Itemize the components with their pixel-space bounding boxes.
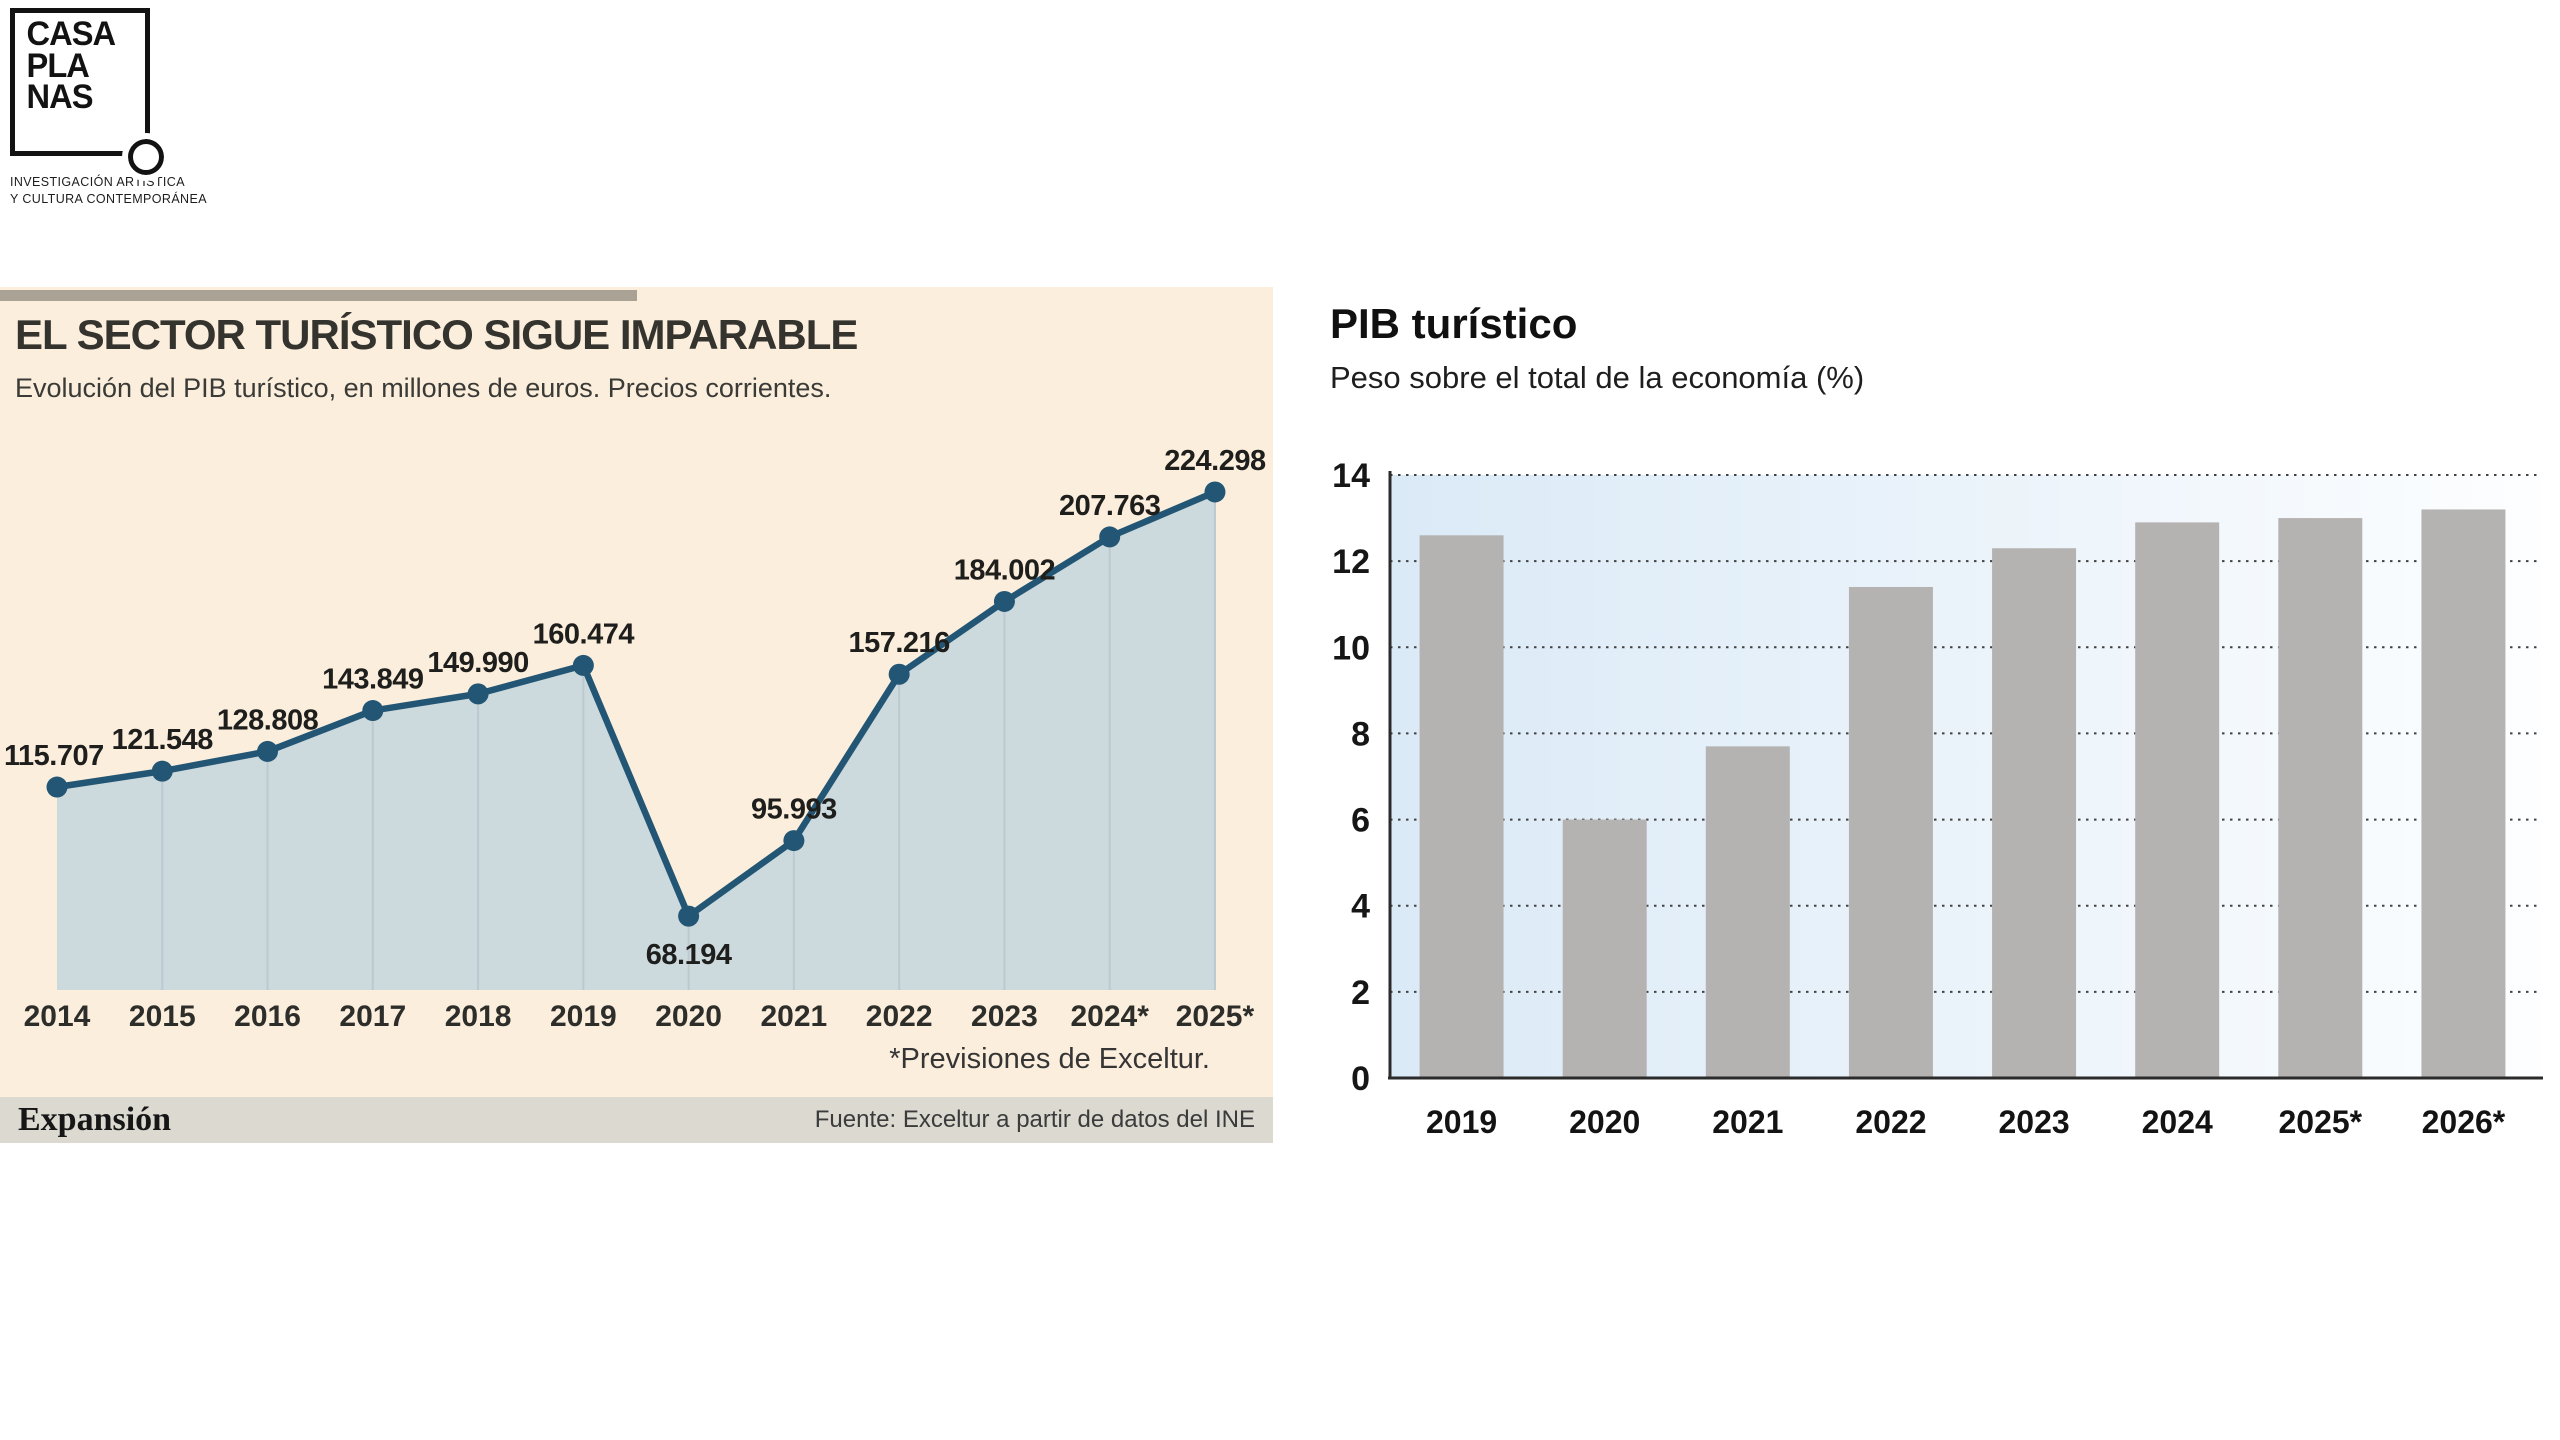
svg-text:12: 12	[1332, 543, 1370, 581]
area-chart-footnote: *Previsiones de Exceltur.	[889, 1043, 1210, 1075]
logo-line-1: CASA	[26, 15, 117, 53]
x-axis-year-labels: 2019 2020 2021 2022 2023 2024 2025* 2026*	[1426, 1104, 2506, 1140]
bar-2023	[1992, 548, 2077, 1078]
svg-text:2024: 2024	[2142, 1104, 2213, 1140]
logo-line-2: PLA	[26, 46, 90, 85]
svg-text:2019: 2019	[550, 1000, 617, 1033]
tourism-gdp-share-bar-chart-panel: PIB turístico Peso sobre el total de la …	[1330, 300, 2550, 1160]
logo-square-frame: CASA PLA NAS	[10, 8, 170, 181]
svg-text:2018: 2018	[445, 1000, 512, 1033]
data-labels: 115.707 121.548128.808143.849149.990160.4…	[4, 445, 1267, 971]
tourism-gdp-area-chart-panel: EL SECTOR TURÍSTICO SIGUE IMPARABLE Evol…	[0, 287, 1273, 1143]
svg-text:2020: 2020	[655, 1000, 722, 1033]
y-axis-tick-labels: 0 2 4 6 8 10 12 14	[1332, 457, 1370, 1098]
svg-text:68.194: 68.194	[646, 939, 732, 971]
svg-text:2: 2	[1351, 974, 1370, 1012]
area-chart-title: EL SECTOR TURÍSTICO SIGUE IMPARABLE	[15, 311, 858, 358]
svg-text:10: 10	[1332, 629, 1370, 667]
logo-wordmark: CASA PLA NAS	[15, 13, 140, 114]
svg-text:2015: 2015	[129, 1000, 196, 1033]
svg-text:224.298: 224.298	[1164, 445, 1266, 477]
svg-text:2016: 2016	[234, 1000, 301, 1033]
bar-2019	[1419, 535, 1504, 1078]
svg-text:4: 4	[1351, 888, 1370, 926]
area-chart: 115.707 121.548128.808143.849149.990160.4…	[4, 445, 1267, 1033]
svg-text:2022: 2022	[1855, 1104, 1926, 1140]
svg-text:143.849: 143.849	[322, 664, 424, 696]
svg-text:2019: 2019	[1426, 1104, 1497, 1140]
year-gridlines	[161, 491, 1216, 990]
svg-text:2014: 2014	[24, 1000, 91, 1033]
svg-text:2020: 2020	[1569, 1104, 1640, 1140]
logo-circle-icon	[122, 133, 170, 181]
logo-tagline-line-2: Y CULTURA CONTEMPORÁNEA	[10, 191, 207, 206]
bar-2026*	[2421, 509, 2506, 1078]
svg-text:8: 8	[1351, 715, 1370, 753]
svg-text:2025*: 2025*	[2278, 1104, 2362, 1140]
svg-text:2024*: 2024*	[1070, 1000, 1149, 1033]
svg-text:6: 6	[1351, 802, 1370, 840]
accent-bar	[0, 290, 637, 301]
brand-expansion: Expansión	[18, 1101, 172, 1138]
svg-text:2022: 2022	[866, 1000, 933, 1033]
bar-2020	[1562, 819, 1647, 1078]
svg-text:2021: 2021	[761, 1000, 828, 1033]
logo-tagline: INVESTIGACIÓN ARTÍSTICA Y CULTURA CONTEM…	[10, 174, 230, 208]
svg-text:121.548: 121.548	[112, 724, 214, 756]
svg-text:149.990: 149.990	[427, 647, 528, 679]
bar-2021	[1705, 746, 1790, 1078]
data-points	[46, 481, 1226, 927]
bar-2025*	[2278, 518, 2363, 1078]
logo-line-3: NAS	[26, 78, 94, 117]
svg-text:115.707: 115.707	[4, 740, 104, 772]
svg-text:207.763: 207.763	[1059, 490, 1161, 522]
area-fill	[57, 492, 1215, 990]
svg-text:2023: 2023	[1998, 1104, 2069, 1140]
bar-chart: 0 2 4 6 8 10 12 14 2019 2020 2021 2022 2023 2024 2025*…	[1332, 457, 2543, 1140]
area-chart-footer-bar: Expansión Fuente: Exceltur a partir de d…	[0, 1097, 1273, 1143]
casa-planas-logo: CASA PLA NAS INVESTIGACIÓN ARTÍSTICA Y C…	[10, 8, 230, 208]
svg-text:160.474: 160.474	[533, 618, 635, 650]
x-axis-year-labels: 2014 2015 2016 2017 2018 2019 2020 2021 2022 2023…	[24, 1000, 1255, 1033]
svg-text:95.993: 95.993	[751, 794, 837, 826]
svg-text:2017: 2017	[339, 1000, 406, 1033]
logo-tagline-line-1: INVESTIGACIÓN ARTÍSTICA	[10, 175, 185, 189]
svg-text:0: 0	[1351, 1060, 1370, 1098]
svg-text:2025*: 2025*	[1176, 1000, 1255, 1033]
area-series-line	[53, 488, 1219, 920]
area-chart-subtitle: Evolución del PIB turístico, en millones…	[15, 373, 832, 403]
bar-chart-subtitle: Peso sobre el total de la economía (%)	[1330, 360, 1865, 395]
svg-text:2023: 2023	[971, 1000, 1038, 1033]
axes	[1388, 471, 2543, 1080]
svg-text:184.002: 184.002	[954, 554, 1055, 586]
bar-chart-title: PIB turístico	[1330, 300, 1578, 347]
bar-2024	[2135, 522, 2220, 1078]
bar-2022	[1848, 586, 1933, 1078]
svg-text:2026*: 2026*	[2422, 1104, 2506, 1140]
svg-text:14: 14	[1332, 457, 1370, 495]
source-note: Fuente: Exceltur a partir de datos del I…	[814, 1106, 1255, 1133]
svg-text:128.808: 128.808	[217, 704, 319, 736]
bars	[1419, 509, 2506, 1078]
svg-text:2021: 2021	[1712, 1104, 1783, 1140]
svg-text:157.216: 157.216	[848, 627, 950, 659]
